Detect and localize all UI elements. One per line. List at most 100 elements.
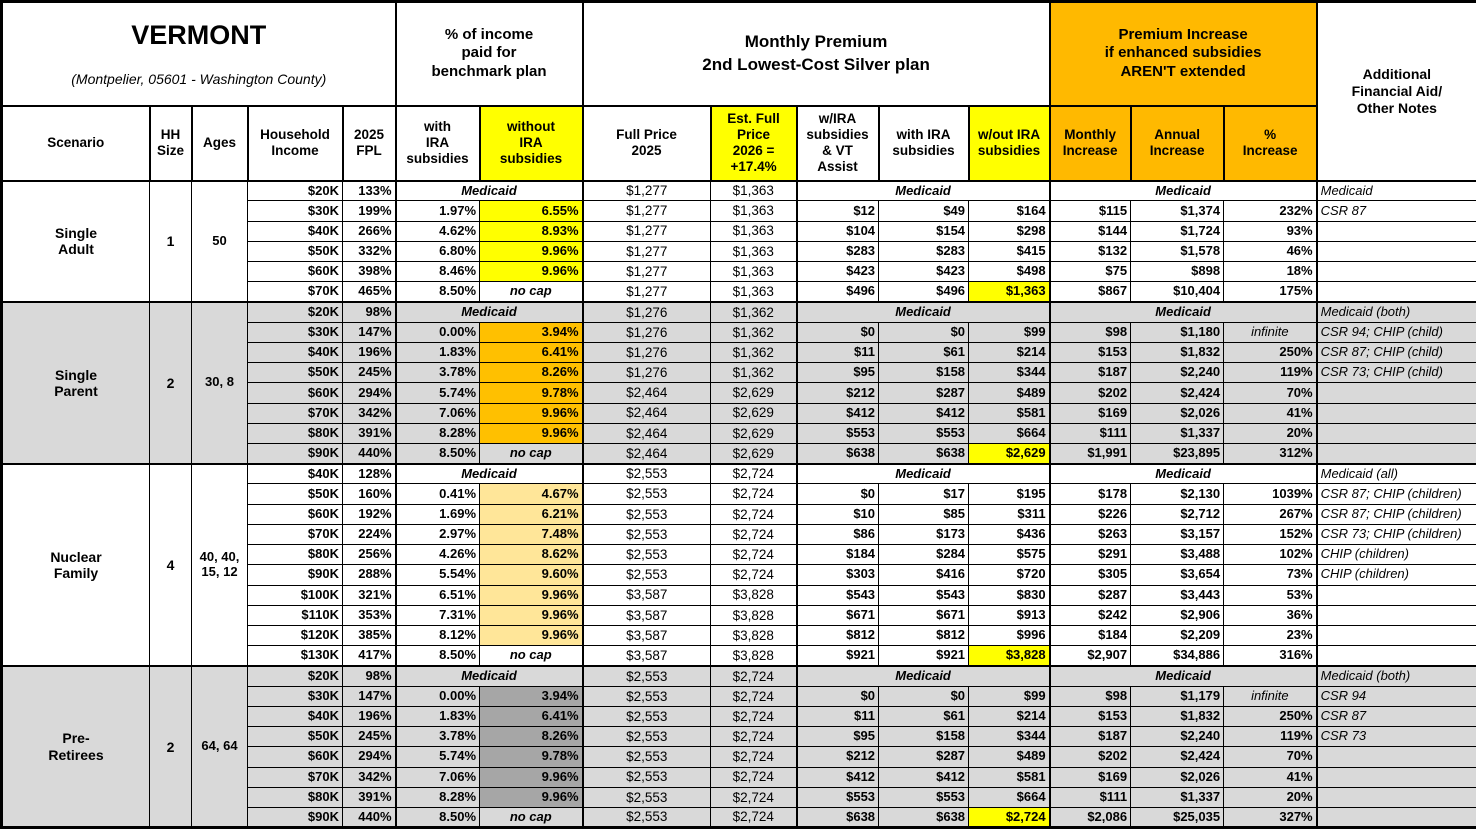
notes-cell: Medicaid	[1317, 181, 1476, 201]
premium-without-ira-cell: $720	[969, 565, 1050, 585]
full-price-2025-cell: $2,553	[583, 666, 711, 686]
medicaid-merged-cell: Medicaid	[396, 181, 583, 201]
notes-cell	[1317, 787, 1476, 807]
premium-with-ira-vt-cell: $10	[797, 504, 879, 524]
full-price-2025-cell: $2,553	[583, 706, 711, 726]
notes-cell	[1317, 241, 1476, 261]
full-price-2025-cell: $2,553	[583, 767, 711, 787]
annual-increase-cell: $2,240	[1131, 727, 1224, 747]
full-price-2025-cell: $3,587	[583, 585, 711, 605]
income-cell: $130K	[248, 646, 343, 666]
col-header-full-price-2025: Full Price 2025	[583, 106, 711, 181]
annual-increase-cell: $2,424	[1131, 383, 1224, 403]
pct-increase-cell: 152%	[1224, 524, 1317, 544]
pct-without-ira-cell: 8.26%	[480, 727, 583, 747]
ages-cell: 40, 40, 15, 12	[192, 464, 248, 666]
notes-cell: Medicaid (both)	[1317, 666, 1476, 686]
est-full-price-2026-cell: $2,629	[711, 403, 797, 423]
premium-with-ira-vt-cell: $671	[797, 605, 879, 625]
ages-cell: 64, 64	[192, 666, 248, 828]
full-price-2025-cell: $3,587	[583, 646, 711, 666]
monthly-increase-cell: $111	[1050, 423, 1131, 443]
full-price-2025-cell: $2,553	[583, 807, 711, 827]
fpl-cell: 147%	[343, 322, 396, 342]
ages-cell: 30, 8	[192, 302, 248, 464]
pct-increase-cell: 20%	[1224, 423, 1317, 443]
notes-cell: CHIP (children)	[1317, 565, 1476, 585]
medicaid-merged-cell: Medicaid	[797, 181, 1050, 201]
premium-with-ira-vt-cell: $638	[797, 444, 879, 464]
col-header-premium-ira-vt: w/IRA subsidies & VT Assist	[797, 106, 879, 181]
fpl-cell: 128%	[343, 464, 396, 484]
fpl-cell: 245%	[343, 727, 396, 747]
monthly-increase-cell: $287	[1050, 585, 1131, 605]
pct-increase-cell: 250%	[1224, 706, 1317, 726]
full-price-2025-cell: $2,464	[583, 444, 711, 464]
full-price-2025-cell: $2,553	[583, 464, 711, 484]
pct-increase-cell: 73%	[1224, 565, 1317, 585]
est-full-price-2026-cell: $2,629	[711, 444, 797, 464]
premium-with-ira-cell: $921	[879, 646, 969, 666]
fpl-cell: 321%	[343, 585, 396, 605]
pct-without-ira-cell: 9.96%	[480, 605, 583, 625]
pct-with-ira-cell: 1.97%	[396, 201, 480, 221]
monthly-increase-cell: $144	[1050, 221, 1131, 241]
notes-cell: CSR 87	[1317, 706, 1476, 726]
group-header-monthly-premium: Monthly Premium 2nd Lowest-Cost Silver p…	[583, 2, 1050, 106]
premium-with-ira-vt-cell: $812	[797, 626, 879, 646]
monthly-increase-cell: $184	[1050, 626, 1131, 646]
est-full-price-2026-cell: $1,362	[711, 363, 797, 383]
premium-without-ira-cell: $3,828	[969, 646, 1050, 666]
premium-without-ira-cell: $913	[969, 605, 1050, 625]
pct-with-ira-cell: 8.28%	[396, 787, 480, 807]
est-full-price-2026-cell: $2,724	[711, 767, 797, 787]
pct-increase-cell: 23%	[1224, 626, 1317, 646]
est-full-price-2026-cell: $2,629	[711, 423, 797, 443]
annual-increase-cell: $1,724	[1131, 221, 1224, 241]
premium-with-ira-cell: $61	[879, 706, 969, 726]
premium-with-ira-vt-cell: $921	[797, 646, 879, 666]
col-header-premium-without-ira: w/out IRA subsidies	[969, 106, 1050, 181]
full-price-2025-cell: $1,277	[583, 201, 711, 221]
full-price-2025-cell: $2,553	[583, 787, 711, 807]
medicaid-merged-cell: Medicaid	[396, 666, 583, 686]
premium-with-ira-cell: $812	[879, 626, 969, 646]
annual-increase-cell: $2,424	[1131, 747, 1224, 767]
full-price-2025-cell: $2,553	[583, 565, 711, 585]
medicaid-merged-cell: Medicaid	[1050, 464, 1317, 484]
premium-with-ira-vt-cell: $212	[797, 747, 879, 767]
pct-with-ira-cell: 7.06%	[396, 767, 480, 787]
pct-without-ira-cell: 9.96%	[480, 241, 583, 261]
pct-without-ira-cell: 9.96%	[480, 262, 583, 282]
fpl-cell: 353%	[343, 605, 396, 625]
pct-without-ira-cell: 9.96%	[480, 626, 583, 646]
est-full-price-2026-cell: $2,724	[711, 565, 797, 585]
pct-increase-cell: infinite	[1224, 686, 1317, 706]
medicaid-merged-cell: Medicaid	[396, 302, 583, 322]
est-full-price-2026-cell: $2,724	[711, 807, 797, 827]
monthly-increase-cell: $187	[1050, 363, 1131, 383]
premium-with-ira-cell: $158	[879, 363, 969, 383]
notes-cell	[1317, 282, 1476, 302]
est-full-price-2026-cell: $2,724	[711, 787, 797, 807]
monthly-increase-cell: $2,907	[1050, 646, 1131, 666]
premium-with-ira-cell: $61	[879, 342, 969, 362]
title-block: VERMONT (Montpelier, 05601 - Washington …	[2, 2, 396, 106]
full-price-2025-cell: $1,276	[583, 363, 711, 383]
est-full-price-2026-cell: $1,362	[711, 302, 797, 322]
monthly-increase-cell: $291	[1050, 545, 1131, 565]
medicaid-merged-cell: Medicaid	[1050, 666, 1317, 686]
pct-without-ira-cell: 4.67%	[480, 484, 583, 504]
pct-increase-cell: 41%	[1224, 403, 1317, 423]
notes-cell: CSR 73	[1317, 727, 1476, 747]
est-full-price-2026-cell: $3,828	[711, 605, 797, 625]
fpl-cell: 245%	[343, 363, 396, 383]
pct-without-ira-cell: 9.78%	[480, 747, 583, 767]
pct-with-ira-cell: 2.97%	[396, 524, 480, 544]
premium-without-ira-cell: $664	[969, 787, 1050, 807]
fpl-cell: 440%	[343, 807, 396, 827]
